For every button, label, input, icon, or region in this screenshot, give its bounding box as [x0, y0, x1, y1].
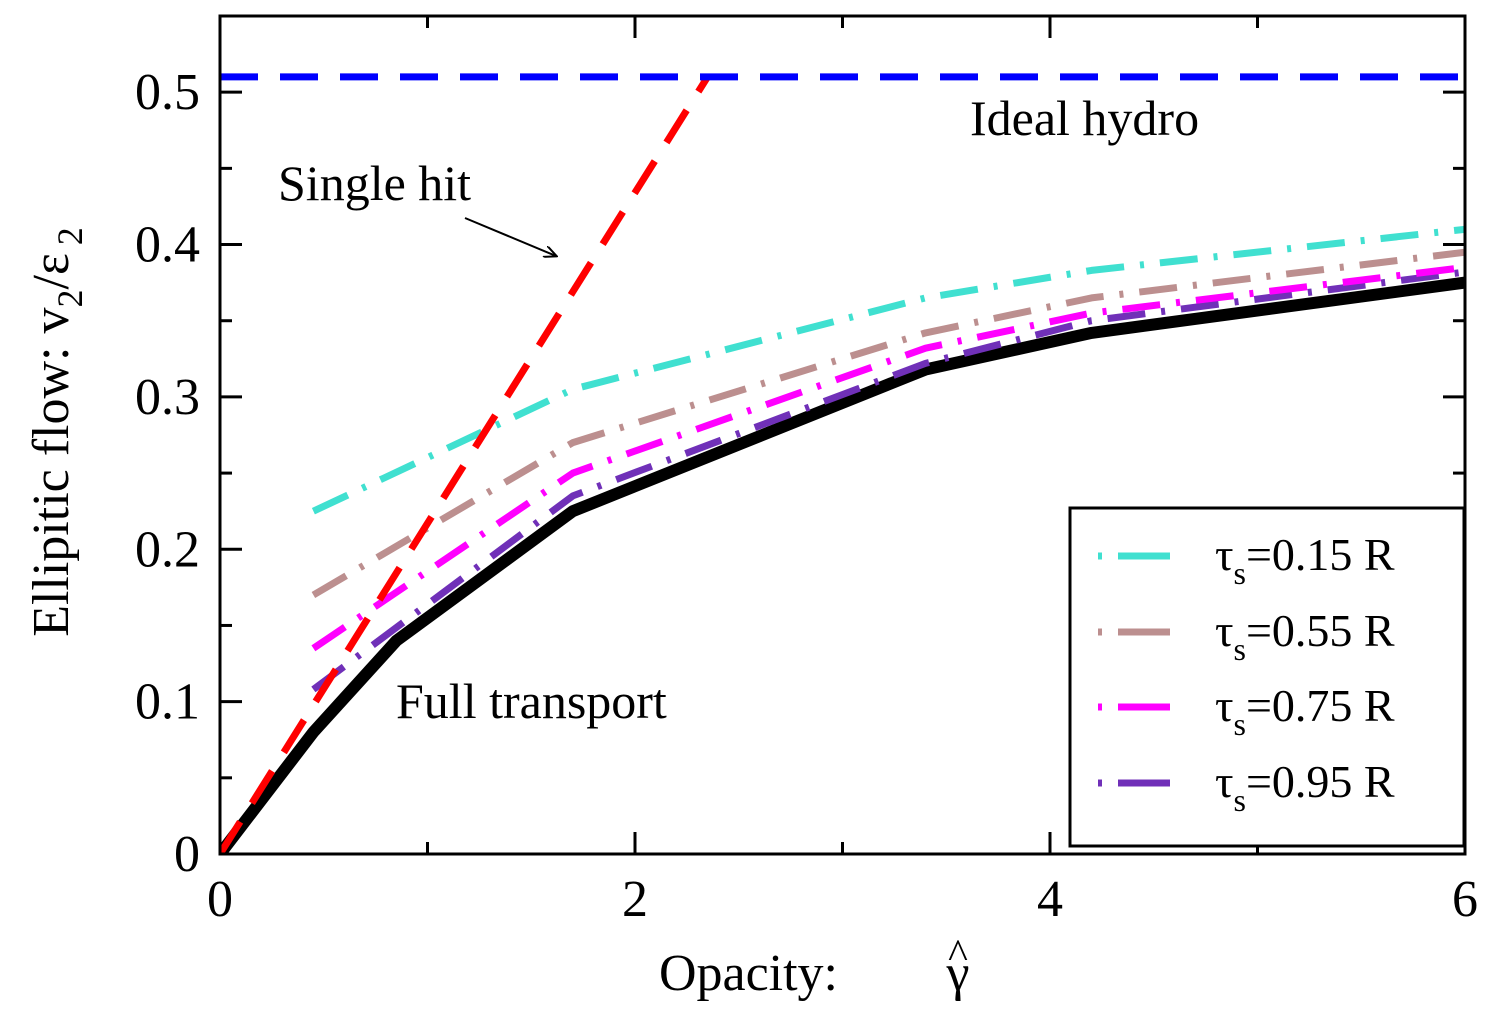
- series-line-t075: [311, 263, 1465, 652]
- y-tick-label: 0.5: [135, 64, 200, 121]
- svg-text:Ellipitic flow: v2/ε2: Ellipitic flow: v2/ε2: [23, 227, 90, 637]
- x-tick-label: 6: [1452, 871, 1478, 928]
- y-axis-label-text: Ellipitic flow: v: [23, 308, 80, 637]
- annotation-full-transport: Full transport: [396, 673, 667, 729]
- series-line-t095: [311, 268, 1465, 693]
- legend: τs=0.15 R τs=0.55 R τs=0.75 R τs=0.95 R: [1098, 529, 1395, 818]
- series-layer: [220, 73, 1465, 854]
- y-tick-labels: 0 0.1 0.2 0.3 0.4 0.5: [135, 64, 200, 883]
- plot-frame: [218, 14, 1467, 856]
- x-tick-label: 0: [207, 871, 233, 928]
- legend-label-t055: τs=0.55 R: [1215, 605, 1395, 667]
- y-tick-label: 0.1: [135, 674, 200, 731]
- x-tick-labels: 0 2 4 6: [207, 871, 1478, 928]
- x-axis-label: Opacity:: [659, 945, 838, 1002]
- x-tick-label: 4: [1037, 871, 1063, 928]
- x-axis-symbol-hat: ^: [948, 932, 968, 978]
- y-tick-label: 0.3: [135, 369, 200, 426]
- y-tick-label: 0.4: [135, 217, 200, 274]
- series-line-t055: [311, 248, 1465, 599]
- legend-label-t095: τs=0.95 R: [1215, 756, 1395, 818]
- series-line-single: [220, 75, 711, 854]
- annotation-single-hit: Single hit: [278, 155, 471, 211]
- legend-label-t015: τs=0.15 R: [1215, 529, 1395, 591]
- y-tick-label: 0: [174, 826, 200, 883]
- annotation-arrow: [464, 217, 556, 256]
- x-axis-symbol: γ: [946, 945, 970, 1002]
- y-axis-label: Ellipitic flow: v2/ε2: [23, 227, 90, 637]
- y-axis-label-sub2: 2: [50, 227, 90, 245]
- series-line-t015: [311, 225, 1465, 515]
- y-tick-label: 0.2: [135, 521, 200, 578]
- annotation-ideal-hydro: Ideal hydro: [970, 90, 1199, 146]
- legend-label-t075: τs=0.75 R: [1215, 680, 1395, 742]
- series-line-full: [220, 276, 1465, 854]
- y-axis-label-slash: /ε: [23, 253, 80, 289]
- x-tick-label: 2: [622, 871, 648, 928]
- y-axis-label-sub: 2: [50, 290, 90, 308]
- legend-box: [1068, 506, 1466, 848]
